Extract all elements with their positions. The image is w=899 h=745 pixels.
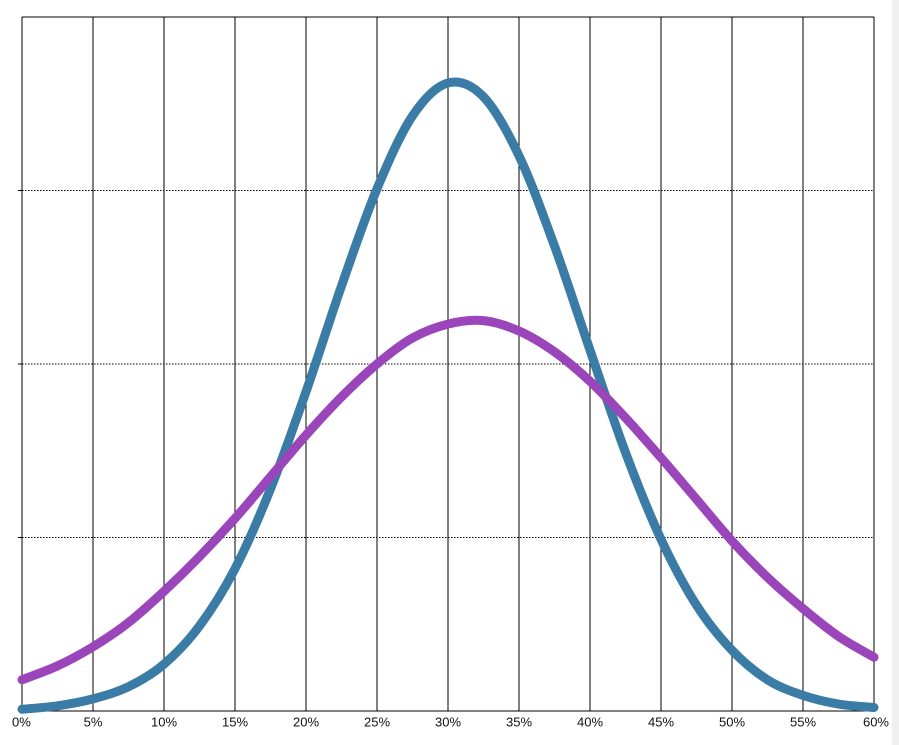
x-tick-label: 30%: [435, 714, 461, 729]
x-tick-label: 25%: [364, 714, 390, 729]
x-tick-label: 35%: [506, 714, 532, 729]
x-tick-label: 45%: [648, 714, 674, 729]
x-tick-label: 20%: [293, 714, 319, 729]
x-tick-label: 50%: [719, 714, 745, 729]
x-tick-label: 10%: [151, 714, 177, 729]
scrollbar: [892, 0, 899, 745]
x-tick-label: 55%: [790, 714, 816, 729]
series-line: [17, 77, 879, 714]
series-line: [17, 315, 879, 685]
x-tick-label: 40%: [577, 714, 603, 729]
x-tick-label: 0%: [12, 714, 31, 729]
x-tick-label: 15%: [222, 714, 248, 729]
x-tick-label: 60%: [863, 714, 889, 729]
x-tick-label: 5%: [84, 714, 103, 729]
